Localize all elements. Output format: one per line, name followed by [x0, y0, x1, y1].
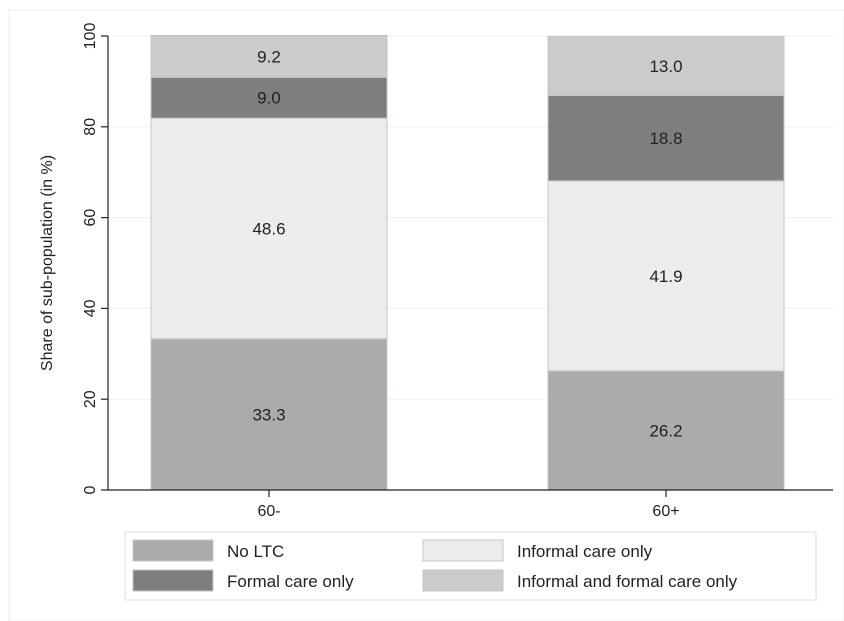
bar-data-label: 41.9 [649, 267, 682, 286]
legend-swatch [132, 569, 214, 592]
bar-segment [150, 76, 388, 119]
bar-data-label: 13.0 [649, 57, 682, 76]
y-tick-label: 20 [82, 390, 99, 408]
legend-swatch [132, 539, 214, 562]
bar-segment [150, 338, 388, 491]
legend-label: Formal care only [227, 572, 354, 591]
legend: No LTC Informal care only Formal care only… [124, 531, 817, 601]
x-tick-label: 60- [257, 503, 280, 520]
y-tick-label: 80 [82, 118, 99, 136]
legend-swatch [422, 539, 504, 562]
y-axis-title: Share of sub-population (in %) [39, 155, 56, 371]
axes [107, 36, 833, 491]
bar-segments [150, 35, 785, 491]
y-tick-label: 40 [82, 299, 99, 317]
bar-data-label: 48.6 [252, 219, 285, 238]
bar-segment [547, 35, 785, 96]
legend-label: Informal and formal care only [517, 572, 738, 591]
y-tick-label: 100 [82, 23, 99, 50]
bar-data-labels: 33.3 48.6 9.0 9.2 26.2 41.9 18.8 13.0 [252, 47, 682, 440]
bar-data-label: 9.2 [257, 47, 281, 66]
y-tick-label: 60 [82, 209, 99, 227]
legend-label: No LTC [227, 542, 284, 561]
bar-segment [150, 117, 388, 340]
bar-data-label: 26.2 [649, 422, 682, 441]
legend-swatch [422, 569, 504, 592]
bar-data-label: 9.0 [257, 89, 281, 108]
x-axis-ticks: 60- 60+ [257, 490, 680, 520]
x-tick-label: 60+ [652, 503, 679, 520]
bar-data-label: 18.8 [649, 129, 682, 148]
bar-segment [547, 180, 785, 372]
bar-segment [547, 370, 785, 491]
legend-label: Informal care only [517, 542, 653, 561]
y-axis-ticks: 0 20 40 60 80 100 [82, 23, 108, 494]
bar-segment [547, 94, 785, 182]
y-tick-label: 0 [82, 485, 99, 494]
bar-data-label: 33.3 [252, 405, 285, 424]
bar-segment [150, 35, 388, 78]
